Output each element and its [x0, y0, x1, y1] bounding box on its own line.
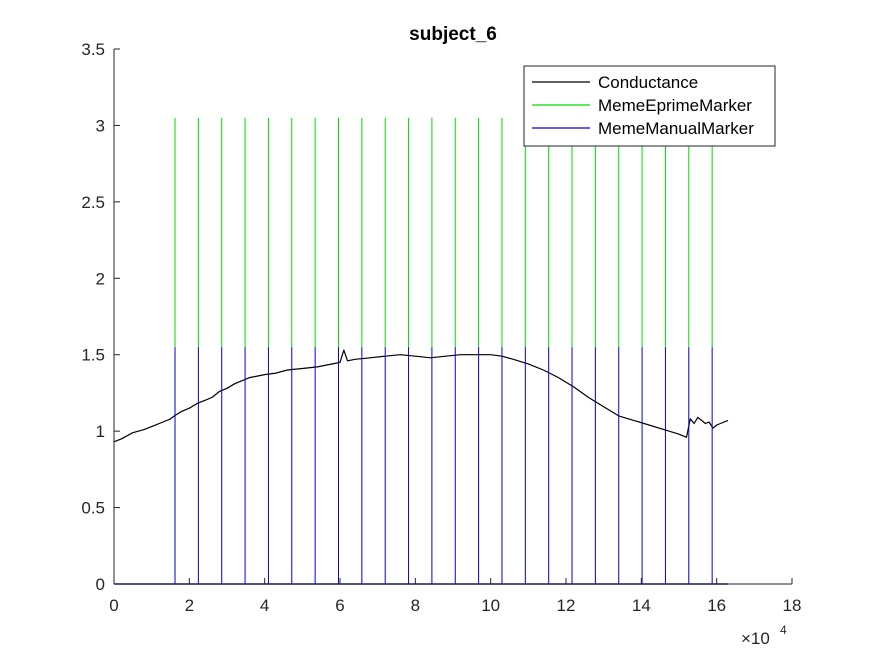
x-tick-label: 14 [632, 596, 651, 615]
x-tick-label: 2 [185, 596, 194, 615]
axes-layer: 0 2 4 6 8 10 12 14 16 18 0 0.5 1 1.5 2 2.5 3 3.5 [81, 40, 801, 615]
series-MemeManualMarker [114, 347, 728, 585]
x-tick-label: 12 [557, 596, 576, 615]
y-tick-label: 2 [96, 269, 105, 288]
x-tick-label: 8 [411, 596, 420, 615]
legend-box [523, 65, 776, 147]
y-tick-label: 1.5 [81, 346, 105, 365]
x-tick-label: 16 [707, 596, 726, 615]
series-MemeEprimeMarker [174, 117, 713, 348]
legend-label-Conductance: Conductance [598, 73, 698, 92]
series-layer [113, 117, 729, 585]
x-exponent-base: ×10 [741, 629, 770, 648]
y-tick-label: 0 [96, 575, 105, 594]
x-exponent-label: ×10 4 [741, 623, 787, 648]
chart-title: subject_6 [409, 24, 497, 45]
x-tick-label: 6 [335, 596, 344, 615]
y-tick-label: 1 [96, 422, 105, 441]
x-tick-label: 10 [481, 596, 500, 615]
x-exponent-power: 4 [780, 623, 787, 637]
y-tick-label: 2.5 [81, 193, 105, 212]
legend: Conductance MemeEprimeMarker MemeManualMar… [523, 65, 776, 147]
y-tick-label: 0.5 [81, 499, 105, 518]
legend-label-MemeEprimeMarker: MemeEprimeMarker [598, 96, 752, 115]
x-tick-label: 18 [783, 596, 802, 615]
x-tick-label: 4 [260, 596, 269, 615]
legend-label-MemeManualMarker: MemeManualMarker [598, 119, 754, 138]
x-tick-label: 0 [109, 596, 118, 615]
y-tick-label: 3 [96, 116, 105, 135]
y-tick-label: 3.5 [81, 40, 105, 59]
